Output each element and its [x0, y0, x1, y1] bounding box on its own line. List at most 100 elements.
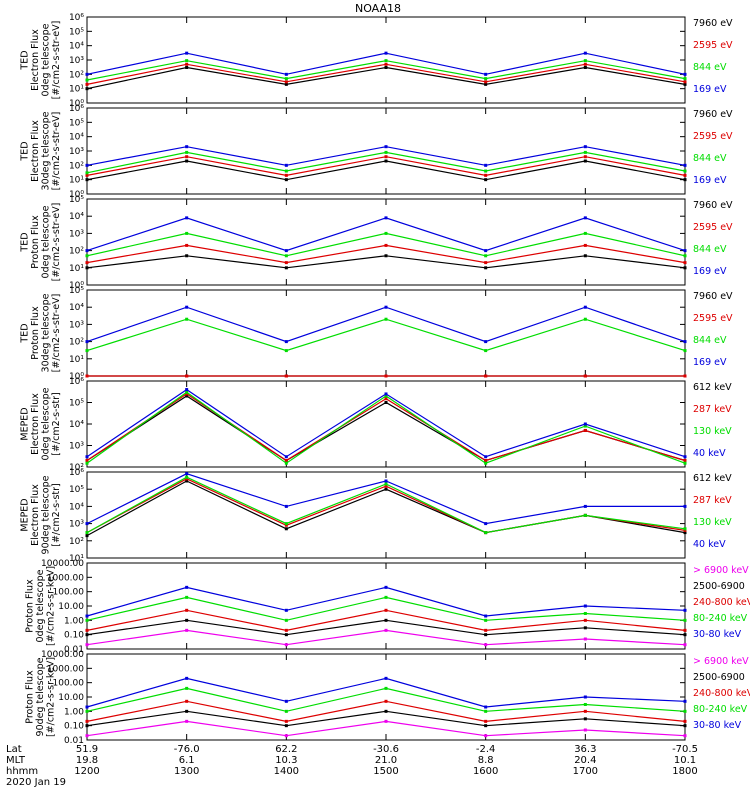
data-point	[85, 461, 89, 465]
data-point	[683, 719, 687, 723]
data-point	[85, 618, 89, 622]
data-point	[683, 72, 687, 76]
data-point	[583, 728, 587, 732]
y-tick-label: 10⁶	[69, 13, 84, 23]
series-line	[86, 306, 686, 343]
data-point	[185, 145, 189, 149]
data-point	[384, 479, 388, 483]
legend-entry: > 6900 keV	[693, 565, 749, 576]
y-tick-label: 100.00	[53, 679, 85, 689]
data-point	[185, 608, 189, 612]
data-point	[384, 401, 388, 404]
data-point	[683, 261, 687, 265]
data-point	[583, 374, 587, 378]
data-point	[185, 479, 189, 483]
data-point	[583, 243, 587, 247]
footer-mlt-value: 8.8	[478, 755, 494, 766]
y-axis-label: MEPEDElectron Flux0deg telescope[#/cm2-s…	[19, 387, 62, 460]
data-point	[583, 216, 587, 220]
data-point	[384, 484, 388, 488]
y-tick-label: 10²	[69, 161, 84, 171]
y-axis-label-line: Proton Flux	[25, 670, 36, 724]
y-tick-label: 10⁰	[69, 99, 84, 109]
data-point	[683, 504, 687, 508]
y-tick-label: 100.00	[53, 588, 85, 598]
data-point	[683, 709, 687, 713]
y-tick-label: 0.01	[64, 645, 84, 655]
y-tick-label: 10000.00	[41, 559, 84, 569]
data-point	[384, 392, 388, 396]
y-axis-label-line: Electron Flux	[30, 29, 41, 91]
plot-frame	[86, 289, 686, 377]
data-point	[185, 150, 189, 154]
data-point	[683, 724, 687, 728]
data-point	[185, 618, 189, 622]
legend-entry: 80-240 keV	[693, 704, 748, 715]
footer-mlt-value: 6.1	[179, 755, 195, 766]
y-axis-label-line: 0deg telescope	[40, 205, 51, 278]
data-point	[185, 595, 189, 599]
data-point	[85, 374, 89, 378]
y-axis-label-line: 0deg telescope	[40, 387, 51, 460]
data-point	[284, 699, 288, 703]
data-point	[484, 455, 488, 459]
data-point	[683, 340, 687, 344]
data-point	[384, 51, 388, 55]
data-point	[384, 155, 388, 159]
footer-hhmm-value: 1700	[573, 766, 598, 777]
footer-mlt-value: 21.0	[375, 755, 397, 766]
panel-2: 10⁰ 10¹ 10² 10³ 10⁴ 10⁵ 10⁶ TEDElectron Flux30d…	[19, 104, 733, 200]
data-point	[683, 528, 687, 532]
data-point	[85, 78, 89, 82]
legend-entry: 169 eV	[693, 357, 727, 368]
data-point	[384, 487, 388, 491]
data-point	[683, 459, 687, 463]
legend-entry: 2500-6900	[693, 672, 745, 683]
series-line	[86, 156, 686, 177]
y-tick-label: 10⁰	[69, 190, 84, 200]
legend-entry: 844 eV	[693, 335, 727, 346]
y-tick-label: 10⁵	[69, 195, 84, 205]
data-point	[284, 527, 288, 531]
data-point	[484, 169, 488, 173]
data-point	[185, 216, 189, 220]
data-point	[683, 266, 687, 270]
data-point	[85, 531, 89, 535]
y-tick-label: 10⁵	[69, 27, 84, 37]
legend-entry: 30-80 keV	[693, 720, 742, 731]
series-line	[86, 720, 686, 737]
y-tick-label: 0.01	[64, 736, 84, 746]
data-point	[284, 709, 288, 713]
data-point	[583, 504, 587, 508]
y-axis-label-line: MEPED	[19, 407, 30, 440]
data-point	[284, 173, 288, 177]
y-axis-label: TEDProton Flux0deg telescope[#/cm2-s-str…	[19, 203, 62, 282]
data-point	[85, 614, 89, 618]
data-point	[284, 178, 288, 182]
data-point	[284, 522, 288, 526]
data-point	[185, 317, 189, 321]
data-point	[185, 305, 189, 309]
data-point	[85, 82, 89, 86]
y-tick-label: 10³	[69, 520, 84, 530]
y-tick-label: 10⁴	[69, 212, 84, 222]
series-line	[86, 629, 686, 646]
footer-lat-value: 62.2	[275, 744, 297, 755]
data-point	[484, 709, 488, 713]
series-line	[86, 66, 686, 90]
y-axis-label-line: MEPED	[19, 498, 30, 531]
panel-8: 0.010.101.0010.00100.001000.0010000.00Pr…	[25, 650, 750, 746]
y-axis-label-line: Electron Flux	[30, 120, 41, 182]
data-point	[583, 513, 587, 517]
y-tick-label: 10¹	[69, 264, 84, 274]
data-point	[384, 482, 388, 486]
y-tick-label: 10⁴	[69, 42, 84, 52]
y-tick-label: 10¹	[69, 176, 84, 186]
y-tick-label: 10⁵	[69, 485, 84, 495]
data-point	[284, 266, 288, 270]
legend-entry: 2595 eV	[693, 222, 733, 233]
panel-7: 0.010.101.0010.00100.001000.0010000.00Pr…	[25, 559, 750, 655]
y-axis-label-line: 30deg telescope	[40, 111, 51, 190]
y-tick-label: 10⁴	[69, 303, 84, 313]
data-point	[583, 231, 587, 235]
